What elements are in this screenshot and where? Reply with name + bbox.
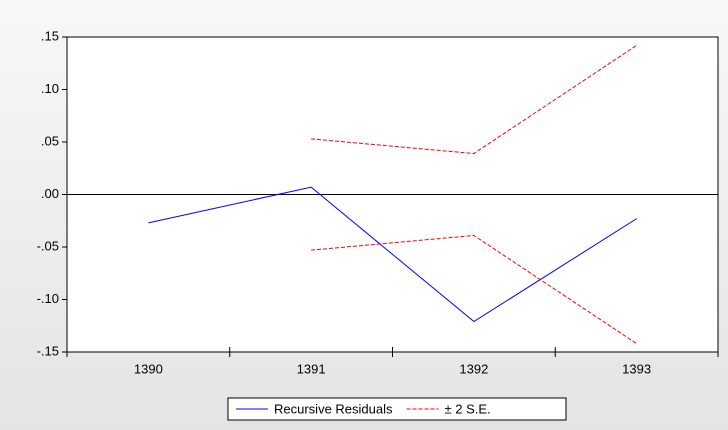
- y-tick-label: -.05: [37, 238, 59, 253]
- series-line-lower: [311, 234, 637, 345]
- y-tick-label: .15: [41, 28, 59, 43]
- y-tick-label: -.15: [37, 343, 59, 358]
- y-tick-label: .10: [41, 81, 59, 96]
- x-tick-label: 1391: [297, 361, 326, 376]
- series-line: [311, 44, 637, 155]
- x-tick-label: 1392: [459, 361, 488, 376]
- x-tick-label: 1393: [622, 361, 651, 376]
- legend-label: Recursive Residuals: [274, 401, 393, 416]
- x-tick-label: 1390: [134, 361, 163, 376]
- legend-box: [227, 397, 567, 421]
- y-tick-label: .00: [41, 186, 59, 201]
- legend: Recursive Residuals ± 2 S.E.: [227, 397, 567, 421]
- legend-label: ± 2 S.E.: [445, 401, 491, 416]
- y-tick-label: -.10: [37, 291, 59, 306]
- series-line: [148, 186, 637, 323]
- y-tick-label: .05: [41, 133, 59, 148]
